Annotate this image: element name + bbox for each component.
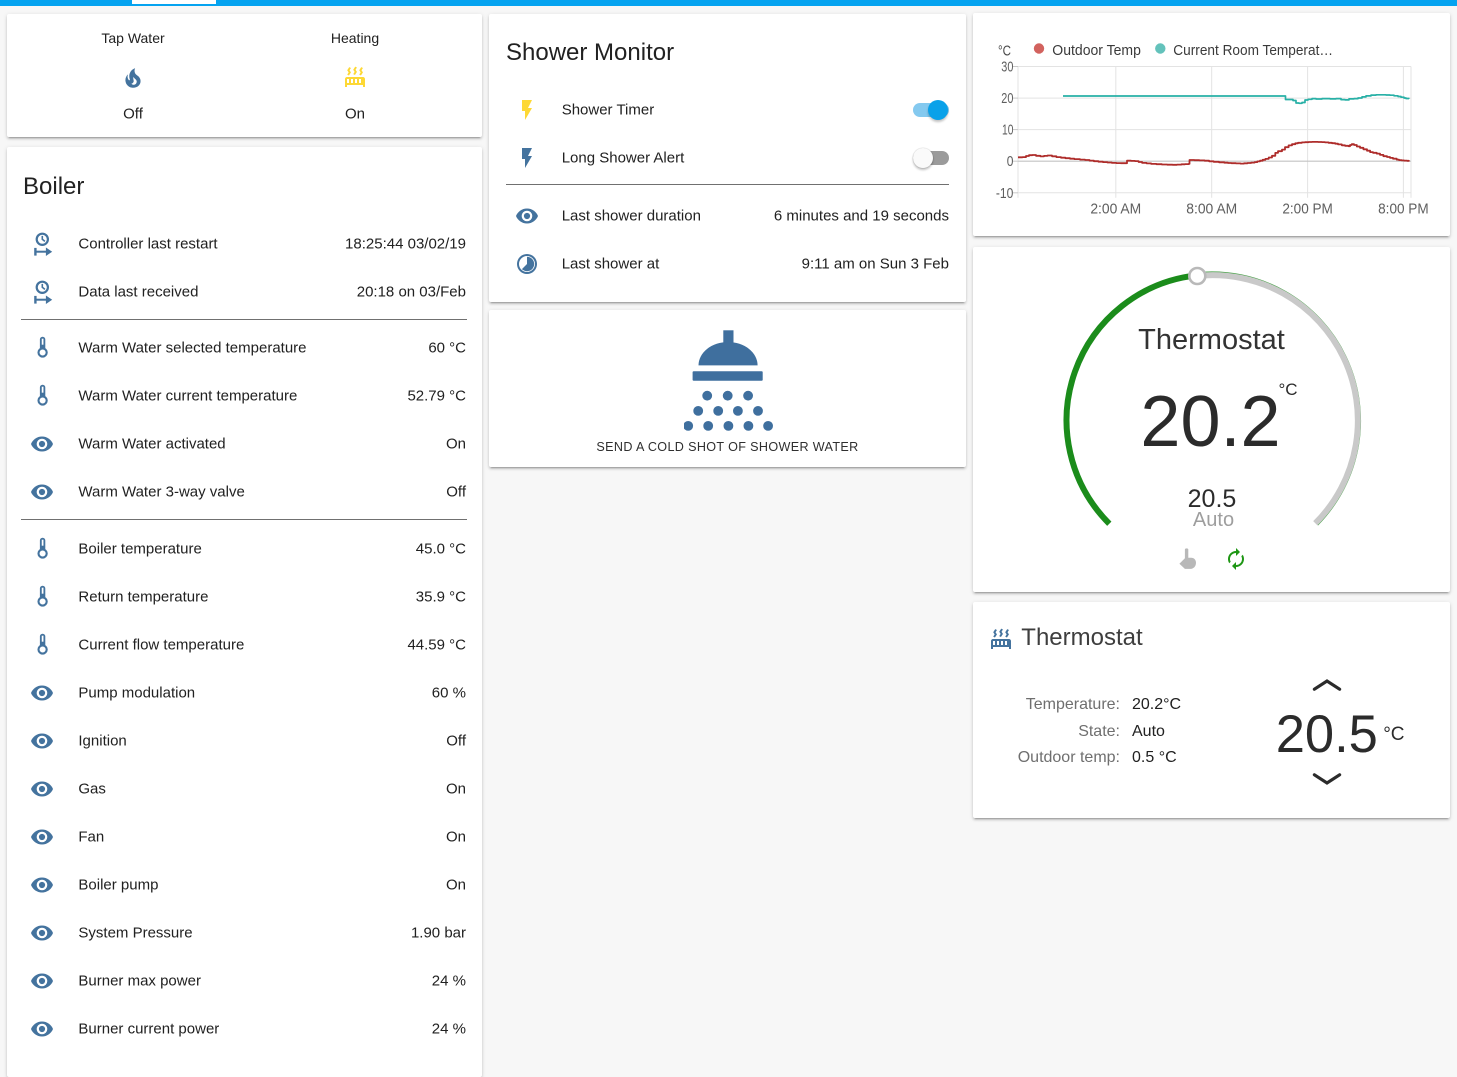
svg-text:-10: -10 <box>996 185 1014 202</box>
svg-text:8:00 AM: 8:00 AM <box>1186 200 1237 217</box>
svg-text:10: 10 <box>1002 122 1013 139</box>
svg-text:2:00 PM: 2:00 PM <box>1282 200 1333 217</box>
svg-text:Current Room Temperat…: Current Room Temperat… <box>1173 42 1333 59</box>
svg-text:30: 30 <box>1001 59 1013 76</box>
svg-text:2:00 AM: 2:00 AM <box>1090 200 1141 217</box>
svg-text:8:00 PM: 8:00 PM <box>1378 200 1429 217</box>
svg-text:0: 0 <box>1007 153 1014 170</box>
svg-text:Outdoor Temp: Outdoor Temp <box>1052 42 1141 59</box>
svg-text:20: 20 <box>1001 90 1013 107</box>
svg-text:°C: °C <box>998 43 1011 60</box>
